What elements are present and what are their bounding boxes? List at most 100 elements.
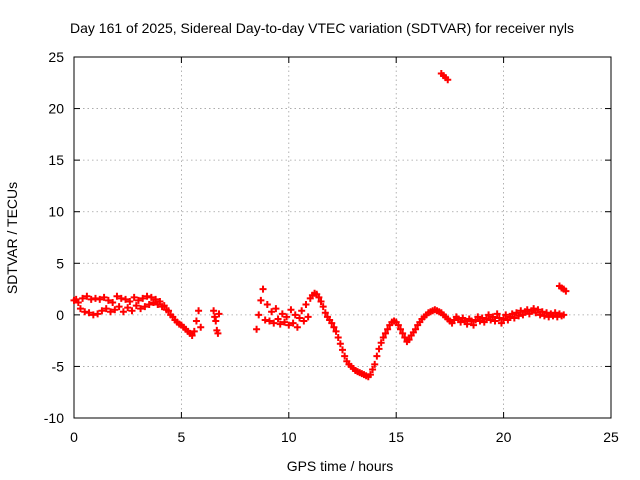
x-tick-label: 5 — [178, 429, 186, 445]
data-point — [130, 293, 138, 301]
y-tick-label: 25 — [48, 49, 64, 65]
data-point — [211, 313, 219, 321]
data-point — [401, 334, 409, 342]
data-point — [115, 303, 123, 311]
data-point — [500, 315, 508, 323]
data-point — [482, 315, 490, 323]
data-point — [98, 307, 106, 315]
data-point — [79, 294, 87, 302]
data-point — [530, 305, 538, 313]
chart-title: Day 161 of 2025, Sidereal Day-to-day VTE… — [70, 20, 574, 36]
data-point — [109, 298, 117, 306]
tick-labels: 0 5 10 15 20 25 -10 -5 0 5 10 15 20 25 — [44, 49, 619, 445]
data-point — [328, 319, 336, 327]
data-point — [215, 310, 223, 318]
data-point — [543, 309, 551, 317]
data-point — [76, 305, 84, 313]
data-point — [285, 321, 293, 329]
data-point — [255, 311, 263, 319]
data-point — [190, 327, 198, 335]
data-point — [259, 285, 267, 293]
x-tick-label: 10 — [281, 429, 297, 445]
data-point — [517, 307, 525, 315]
y-tick-label: 15 — [48, 152, 64, 168]
data-point — [321, 309, 329, 317]
data-point — [534, 306, 542, 314]
data-point — [265, 317, 273, 325]
data-point — [470, 321, 478, 329]
data-point — [253, 325, 261, 333]
data-point — [289, 319, 297, 327]
data-point — [156, 297, 164, 305]
data-point — [495, 314, 503, 322]
data-point — [444, 76, 452, 84]
data-point — [143, 292, 151, 300]
data-point — [508, 310, 516, 318]
data-point — [274, 315, 282, 323]
data-point — [74, 298, 82, 306]
data-point — [302, 301, 310, 309]
data-point — [87, 295, 95, 303]
data-point — [339, 346, 346, 354]
data-point — [293, 323, 301, 331]
data-point — [377, 339, 385, 347]
y-tick-label: 10 — [48, 204, 64, 220]
x-tick-label: 25 — [603, 429, 619, 445]
data-point — [560, 311, 568, 319]
data-points — [70, 70, 570, 381]
data-point — [100, 293, 108, 301]
data-point — [319, 303, 327, 311]
data-point — [197, 323, 205, 331]
data-point — [373, 352, 381, 360]
data-point — [263, 301, 271, 309]
data-point — [296, 314, 304, 322]
y-tick-label: 20 — [48, 101, 64, 117]
data-point — [128, 307, 136, 315]
data-point — [300, 317, 308, 325]
data-point — [399, 329, 407, 337]
data-point — [160, 302, 168, 310]
data-point — [83, 292, 91, 300]
x-axis-label: GPS time / hours — [287, 458, 394, 474]
data-point — [478, 314, 486, 322]
data-point — [102, 305, 110, 313]
data-point — [467, 317, 475, 325]
data-point — [85, 309, 93, 317]
data-point — [210, 307, 218, 315]
x-tick-label: 15 — [388, 429, 404, 445]
data-point — [317, 297, 325, 305]
data-point — [104, 296, 112, 304]
y-tick-label: -5 — [52, 358, 65, 374]
data-point — [141, 303, 149, 311]
data-point — [139, 294, 147, 302]
data-point — [497, 319, 505, 327]
data-point — [214, 329, 222, 337]
data-point — [491, 317, 499, 325]
data-point — [81, 308, 89, 316]
data-point — [126, 297, 134, 305]
data-point — [96, 295, 104, 303]
data-point — [332, 327, 340, 335]
data-point — [515, 312, 523, 320]
data-point — [463, 320, 471, 328]
data-point — [212, 317, 220, 325]
data-point — [485, 311, 493, 319]
data-point — [188, 331, 196, 339]
data-point — [281, 318, 289, 326]
data-point — [394, 321, 402, 329]
plot-frame — [73, 56, 612, 419]
x-tick-label: 0 — [70, 429, 78, 445]
data-point — [336, 340, 344, 348]
data-point — [91, 294, 99, 302]
data-point — [283, 313, 291, 321]
data-point — [341, 352, 349, 360]
data-point — [412, 325, 420, 333]
data-point — [379, 334, 387, 342]
data-point — [371, 360, 379, 368]
data-point — [278, 310, 286, 318]
data-point — [551, 309, 559, 317]
grid — [74, 57, 611, 418]
data-point — [562, 287, 570, 295]
data-point — [124, 304, 132, 312]
data-point — [334, 334, 342, 342]
